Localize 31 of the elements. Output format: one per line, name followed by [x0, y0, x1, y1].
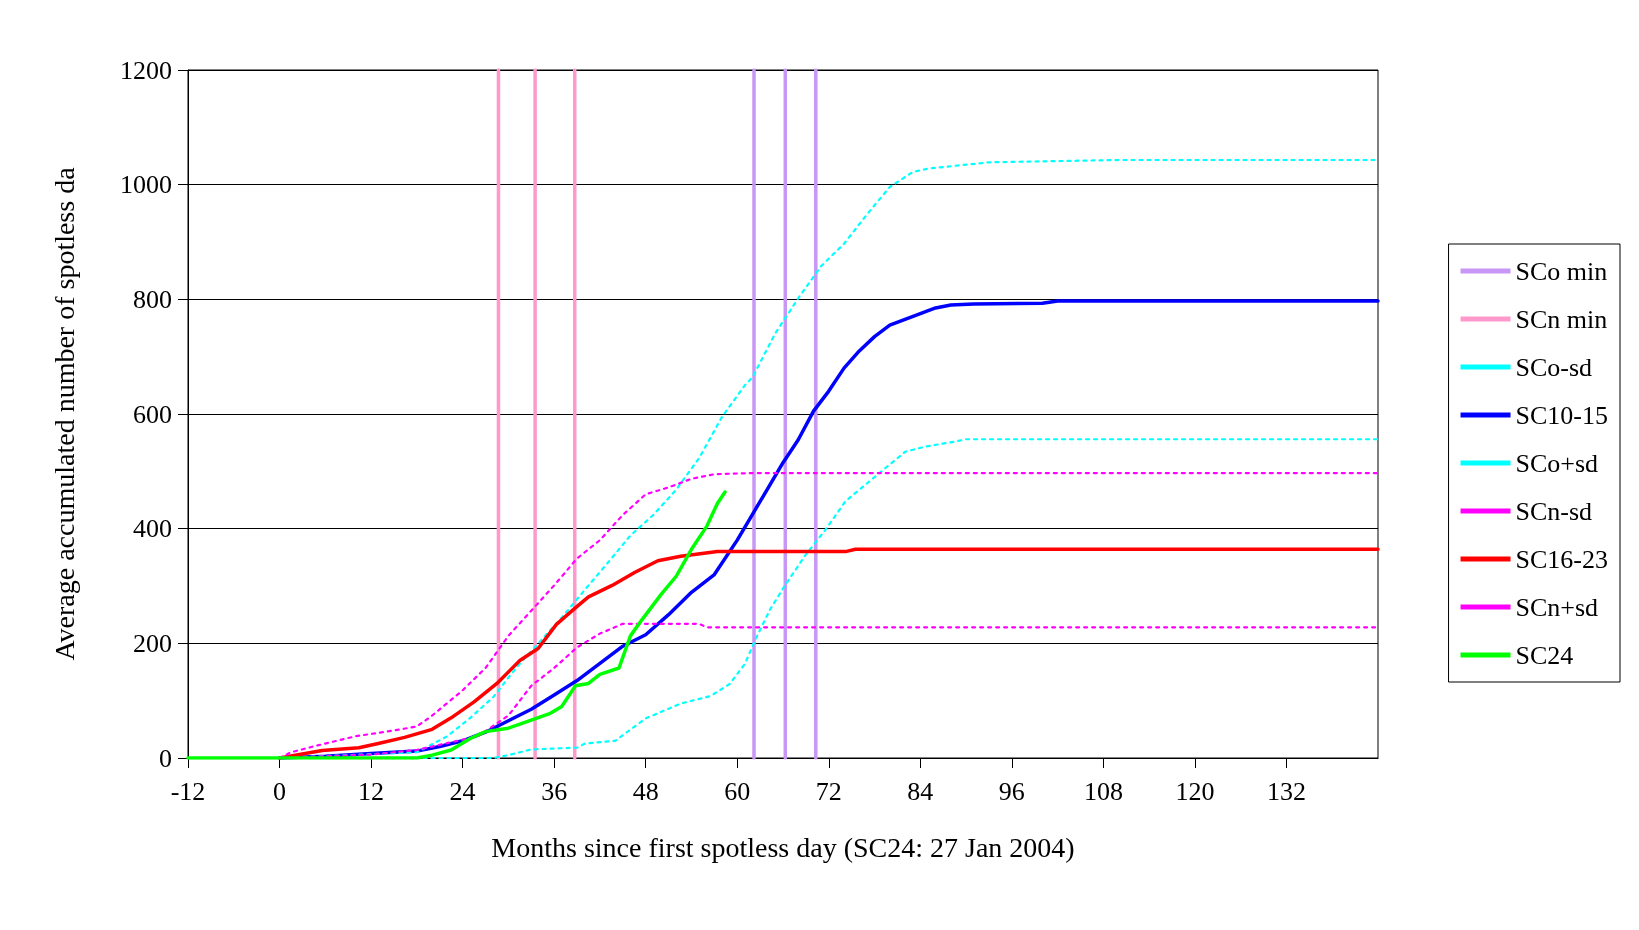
x-tick-label: 132 [1266, 776, 1306, 806]
x-tick-label: 108 [1083, 776, 1123, 806]
legend-label: SCn+sd [1515, 592, 1599, 622]
x-tick-label: 48 [632, 776, 659, 806]
x-tick-label: 0 [273, 776, 287, 806]
legend-label: SCo-sd [1515, 352, 1593, 382]
x-tick-label: 120 [1175, 776, 1215, 806]
x-tick-label: 60 [724, 776, 751, 806]
legend-label: SC16-23 [1515, 544, 1609, 574]
legend-label: SCn-sd [1515, 496, 1593, 526]
y-tick-label: 600 [133, 399, 172, 429]
y-tick-label: 0 [159, 743, 172, 773]
y-tick-label: 800 [133, 284, 172, 314]
x-tick-label: 24 [449, 776, 476, 806]
legend-label: SCo+sd [1515, 448, 1599, 478]
x-tick-label: -12 [170, 776, 206, 806]
x-axis-title: Months since first spotless day (SC24: 27 Jan 2004) [491, 831, 1075, 863]
x-tick-label: 12 [358, 776, 385, 806]
y-tick-label: 200 [133, 628, 172, 658]
legend-label: SC10-15 [1515, 400, 1609, 430]
x-tick-label: 84 [907, 776, 934, 806]
x-tick-label: 72 [815, 776, 842, 806]
y-axis-title: Average accumulated number of spotless da [48, 166, 80, 661]
legend-label: SCo min [1515, 256, 1608, 286]
x-tick-label: 96 [998, 776, 1025, 806]
legend-label: SCn min [1515, 304, 1608, 334]
x-tick-label: 36 [541, 776, 568, 806]
y-tick-label: 400 [133, 514, 172, 544]
legend-label: SC24 [1515, 640, 1574, 670]
y-tick-label: 1200 [120, 55, 172, 85]
y-tick-label: 1000 [120, 170, 172, 200]
